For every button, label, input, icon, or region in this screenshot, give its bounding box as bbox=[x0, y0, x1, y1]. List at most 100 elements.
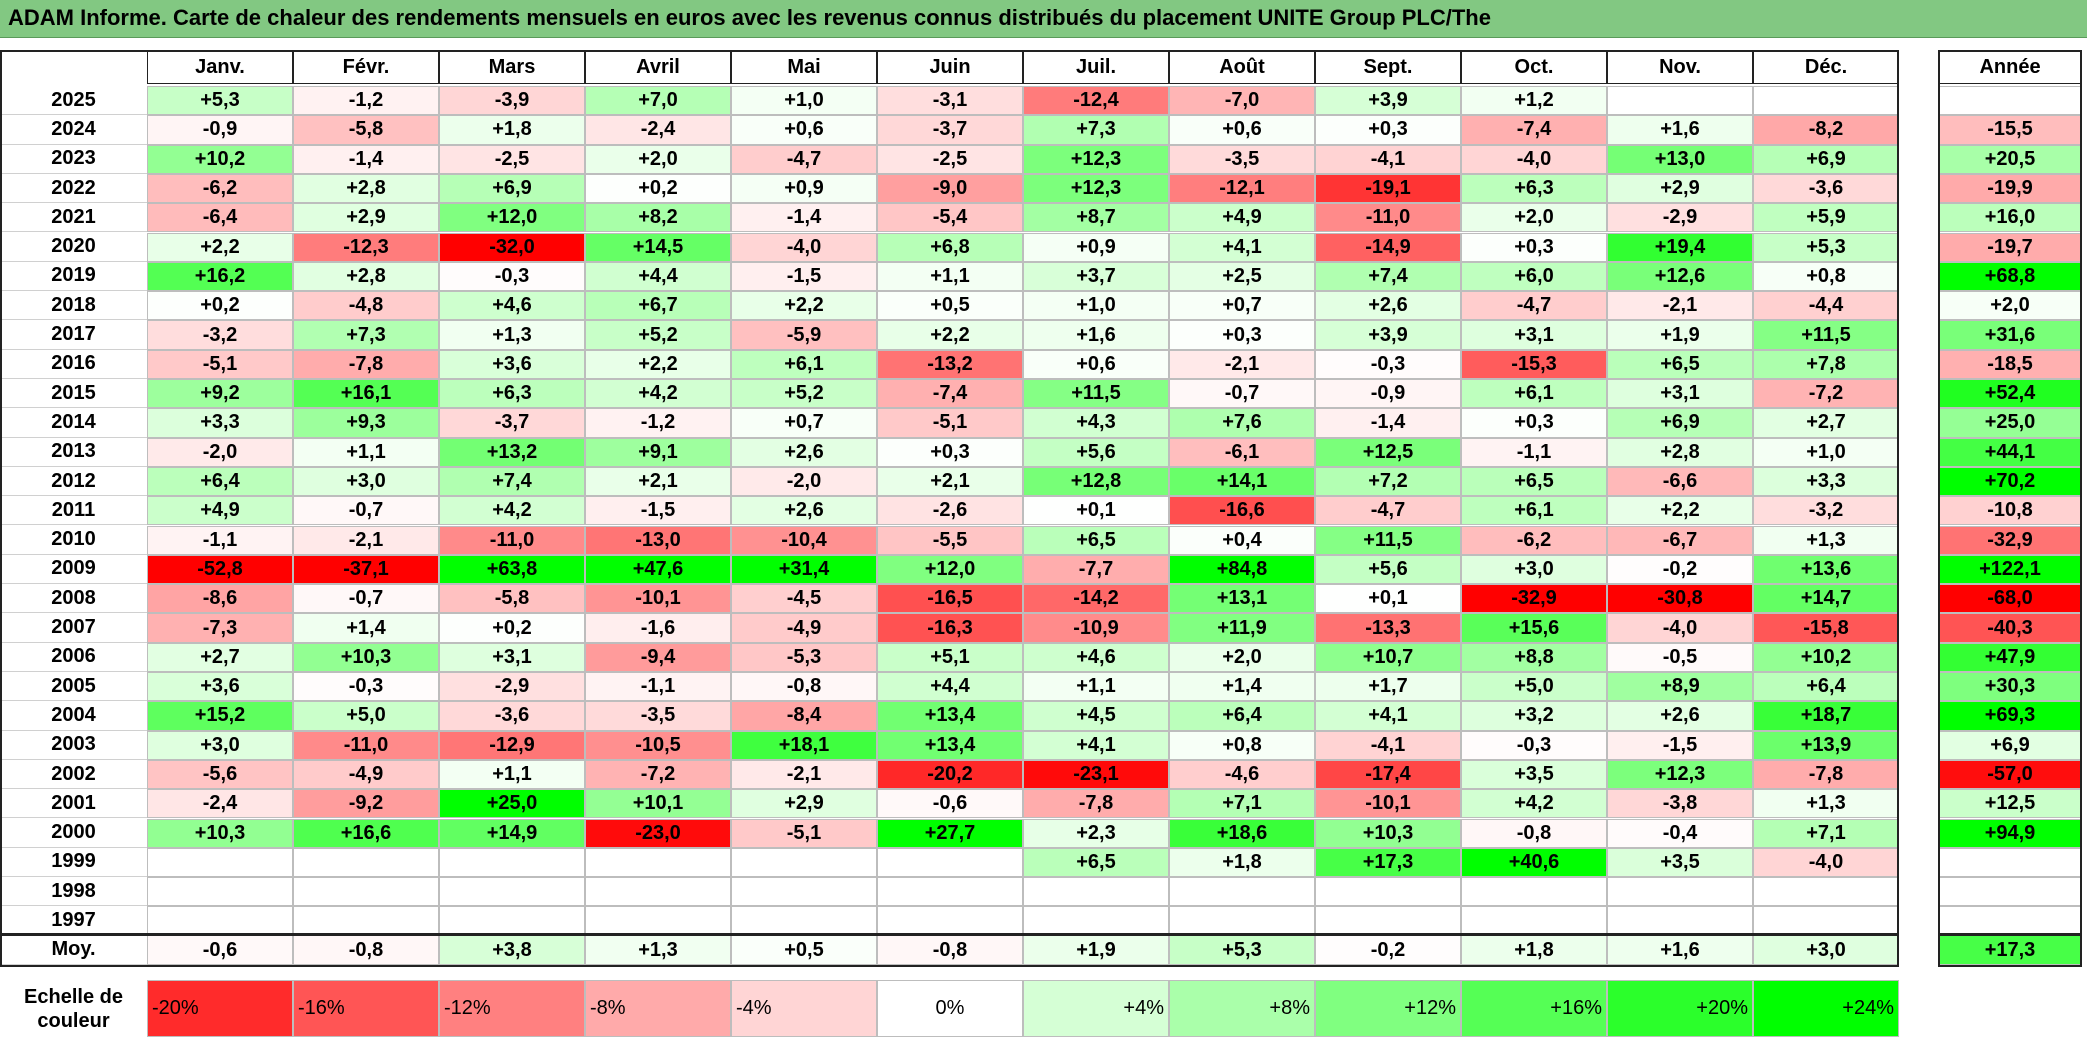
heatmap-cell: +4,3 bbox=[1023, 408, 1169, 438]
heatmap-cell: +5,6 bbox=[1023, 437, 1169, 467]
average-cell: +1,6 bbox=[1607, 935, 1753, 965]
heatmap-cell bbox=[1461, 906, 1607, 936]
average-cell: -0,8 bbox=[293, 935, 439, 965]
annual-cell: -19,9 bbox=[1938, 173, 2082, 204]
heatmap-cell: +3,2 bbox=[1461, 701, 1607, 731]
heatmap-cell: +0,7 bbox=[1169, 291, 1315, 321]
heatmap-cell: +2,7 bbox=[147, 642, 293, 672]
heatmap-cell: +7,3 bbox=[293, 320, 439, 350]
heatmap-cell: -3,2 bbox=[147, 320, 293, 350]
heatmap-cell: -4,5 bbox=[731, 584, 877, 614]
heatmap-cell: +4,9 bbox=[147, 496, 293, 526]
heatmap-cell: -15,8 bbox=[1753, 613, 1899, 643]
heatmap-cell: -1,1 bbox=[147, 525, 293, 555]
heatmap-cell: +3,7 bbox=[1023, 261, 1169, 292]
heatmap-cell bbox=[293, 877, 439, 907]
heatmap-cell: +10,3 bbox=[1315, 818, 1461, 848]
heatmap-cell: +7,4 bbox=[1315, 261, 1461, 292]
annual-cell: -19,7 bbox=[1938, 232, 2082, 262]
heatmap-cell bbox=[731, 877, 877, 907]
heatmap-cell: +1,1 bbox=[1023, 672, 1169, 702]
heatmap-cell: -0,5 bbox=[1607, 642, 1753, 672]
year-label: 2001 bbox=[0, 789, 147, 819]
heatmap-cell bbox=[147, 877, 293, 907]
heatmap-cell: +13,6 bbox=[1753, 554, 1899, 585]
heatmap-cell: +2,8 bbox=[293, 173, 439, 204]
year-label: 1997 bbox=[0, 906, 147, 936]
heatmap-cell: +6,3 bbox=[1461, 173, 1607, 204]
heatmap-cell: +6,5 bbox=[1023, 847, 1169, 878]
heatmap-cell: +7,1 bbox=[1169, 789, 1315, 819]
heatmap-cell: +5,6 bbox=[1315, 554, 1461, 585]
heatmap-cell: -19,1 bbox=[1315, 173, 1461, 204]
heatmap-cell: -3,6 bbox=[439, 701, 585, 731]
heatmap-cell: +2,6 bbox=[1607, 701, 1753, 731]
annual-cell: +30,3 bbox=[1938, 672, 2082, 702]
heatmap-cell: +13,1 bbox=[1169, 584, 1315, 614]
heatmap-cell: -2,0 bbox=[147, 437, 293, 467]
year-label: 2002 bbox=[0, 760, 147, 790]
heatmap-cell: -14,2 bbox=[1023, 584, 1169, 614]
heatmap-cell: +12,3 bbox=[1023, 144, 1169, 174]
heatmap-cell: +2,3 bbox=[1023, 818, 1169, 848]
heatmap-cell: +0,5 bbox=[877, 291, 1023, 321]
heatmap-cell bbox=[1607, 906, 1753, 936]
heatmap-cell: +12,5 bbox=[1315, 437, 1461, 467]
heatmap-cell: +18,1 bbox=[731, 730, 877, 760]
heatmap-cell: +4,2 bbox=[439, 496, 585, 526]
heatmap-cell: +6,4 bbox=[147, 466, 293, 497]
heatmap-cell: +13,2 bbox=[439, 437, 585, 467]
heatmap-cell: +18,7 bbox=[1753, 701, 1899, 731]
heatmap-cell: +7,6 bbox=[1169, 408, 1315, 438]
heatmap-cell: -0,3 bbox=[439, 261, 585, 292]
heatmap-cell: -7,4 bbox=[1461, 115, 1607, 145]
heatmap-cell: -2,1 bbox=[1607, 291, 1753, 321]
heatmap-cell: +3,9 bbox=[1315, 86, 1461, 116]
year-label: 2012 bbox=[0, 467, 147, 497]
heatmap-cell: +0,6 bbox=[1169, 115, 1315, 145]
heatmap-cell: +1,1 bbox=[877, 261, 1023, 292]
heatmap-cell: +0,6 bbox=[731, 115, 877, 145]
heatmap-cell: -8,2 bbox=[1753, 115, 1899, 145]
title-bar: ADAM Informe. Carte de chaleur des rende… bbox=[0, 0, 2087, 38]
color-scale-step: -4% bbox=[731, 980, 877, 1037]
heatmap-cell: +2,1 bbox=[585, 466, 731, 497]
heatmap-cell: +13,4 bbox=[877, 701, 1023, 731]
average-cell: -0,2 bbox=[1315, 935, 1461, 965]
heatmap-cell: +13,9 bbox=[1753, 730, 1899, 760]
heatmap-cell: +4,1 bbox=[1169, 232, 1315, 262]
heatmap-cell: +1,6 bbox=[1023, 320, 1169, 350]
heatmap-cell: -4,7 bbox=[731, 144, 877, 174]
heatmap-cell: +1,3 bbox=[439, 320, 585, 350]
heatmap-cell: +12,6 bbox=[1607, 261, 1753, 292]
average-cell: +5,3 bbox=[1169, 935, 1315, 965]
heatmap-cell: +10,1 bbox=[585, 789, 731, 819]
annual-cell: +69,3 bbox=[1938, 701, 2082, 731]
heatmap-cell: +3,0 bbox=[293, 466, 439, 497]
heatmap-cell: -2,4 bbox=[585, 115, 731, 145]
heatmap-cell: -2,6 bbox=[877, 496, 1023, 526]
heatmap-cell: +8,8 bbox=[1461, 642, 1607, 672]
heatmap-cell: +6,5 bbox=[1461, 466, 1607, 497]
heatmap-cell: +7,3 bbox=[1023, 115, 1169, 145]
heatmap-cell: -23,1 bbox=[1023, 759, 1169, 790]
heatmap-cell: -10,1 bbox=[585, 584, 731, 614]
heatmap-cell: -0,6 bbox=[877, 789, 1023, 819]
heatmap-cell: +1,9 bbox=[1607, 320, 1753, 350]
month-header: Avril bbox=[585, 50, 731, 84]
heatmap-cell: +1,2 bbox=[1461, 86, 1607, 116]
month-header: Juil. bbox=[1023, 50, 1169, 84]
heatmap-cell: -4,9 bbox=[731, 613, 877, 643]
heatmap-cell: -7,0 bbox=[1169, 86, 1315, 116]
year-label: 2020 bbox=[0, 233, 147, 262]
heatmap-cell: -1,2 bbox=[293, 86, 439, 116]
heatmap-cell: +84,8 bbox=[1169, 554, 1315, 585]
annual-average-cell: +17,3 bbox=[1938, 935, 2082, 965]
heatmap-cell bbox=[1023, 906, 1169, 936]
heatmap-cell: +12,3 bbox=[1023, 173, 1169, 204]
heatmap-cell: +10,2 bbox=[147, 144, 293, 174]
average-cell: +1,9 bbox=[1023, 935, 1169, 965]
heatmap-cell: +4,4 bbox=[877, 672, 1023, 702]
heatmap-cell: +2,8 bbox=[1607, 437, 1753, 467]
heatmap-cell: -1,1 bbox=[1461, 437, 1607, 467]
